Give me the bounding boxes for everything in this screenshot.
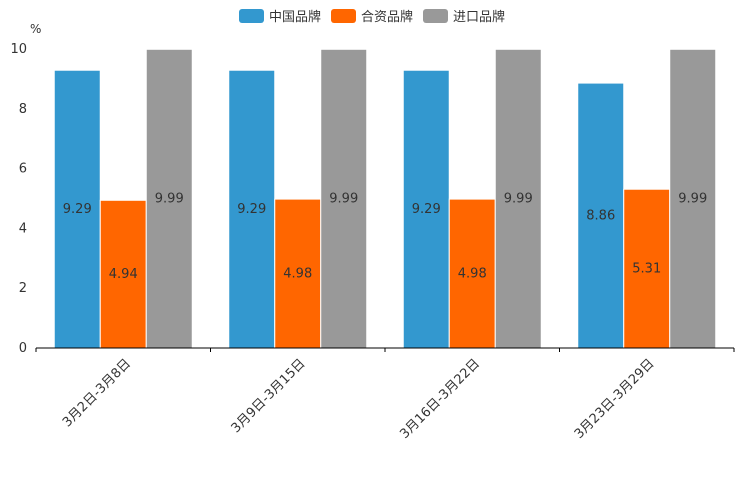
y-tick-label: 8 — [19, 102, 27, 117]
x-tick-label: 3月16日-3月22日 — [397, 356, 483, 442]
bar-value-label: 9.29 — [63, 202, 92, 217]
bar-value-label: 9.99 — [504, 192, 533, 207]
bar-value-label: 4.94 — [109, 267, 138, 282]
legend: 中国品牌 合资品牌 进口品牌 — [0, 6, 744, 25]
bar-china — [577, 82, 625, 349]
legend-item-china[interactable]: 中国品牌 — [238, 6, 321, 25]
legend-swatch-china — [238, 8, 264, 23]
bar-value-label: 4.98 — [458, 267, 487, 282]
bar-value-label: 9.99 — [155, 192, 184, 207]
y-tick-label: 4 — [19, 221, 27, 236]
legend-label-jv: 合资品牌 — [360, 10, 413, 25]
bar-value-label: 9.99 — [329, 192, 358, 207]
x-tick-label: 3月9日-3月15日 — [229, 356, 309, 436]
bar-china — [402, 69, 450, 349]
y-tick-label: 0 — [19, 341, 27, 356]
bar-value-label: 9.29 — [237, 202, 266, 217]
bar-import — [145, 48, 193, 349]
bar-import — [669, 48, 717, 349]
bar-jv — [623, 188, 671, 349]
legend-item-import[interactable]: 进口品牌 — [423, 6, 505, 25]
legend-swatch-jv — [330, 8, 356, 23]
bar-value-label: 5.31 — [632, 262, 661, 277]
x-tick-label: 3月2日-3月8日 — [60, 356, 134, 430]
bar-value-label: 8.86 — [586, 209, 615, 224]
y-tick-label: 6 — [19, 162, 27, 177]
bar-import — [494, 48, 542, 349]
bar-value-label: 9.99 — [678, 192, 707, 207]
y-tick-label: 10 — [10, 42, 27, 57]
legend-label-import: 进口品牌 — [453, 10, 506, 25]
bar-jv — [274, 198, 322, 349]
bar-china — [228, 69, 276, 349]
x-tick-label: 3月23日-3月29日 — [572, 356, 658, 442]
bar-import — [320, 48, 368, 349]
bar-value-label: 4.98 — [283, 267, 312, 282]
legend-swatch-import — [423, 8, 448, 23]
legend-item-jv[interactable]: 合资品牌 — [330, 6, 413, 25]
y-tick-label: 2 — [19, 281, 27, 296]
bar-value-label: 9.29 — [412, 202, 441, 217]
y-axis-unit: % — [30, 22, 42, 36]
legend-label-china: 中国品牌 — [268, 10, 321, 25]
